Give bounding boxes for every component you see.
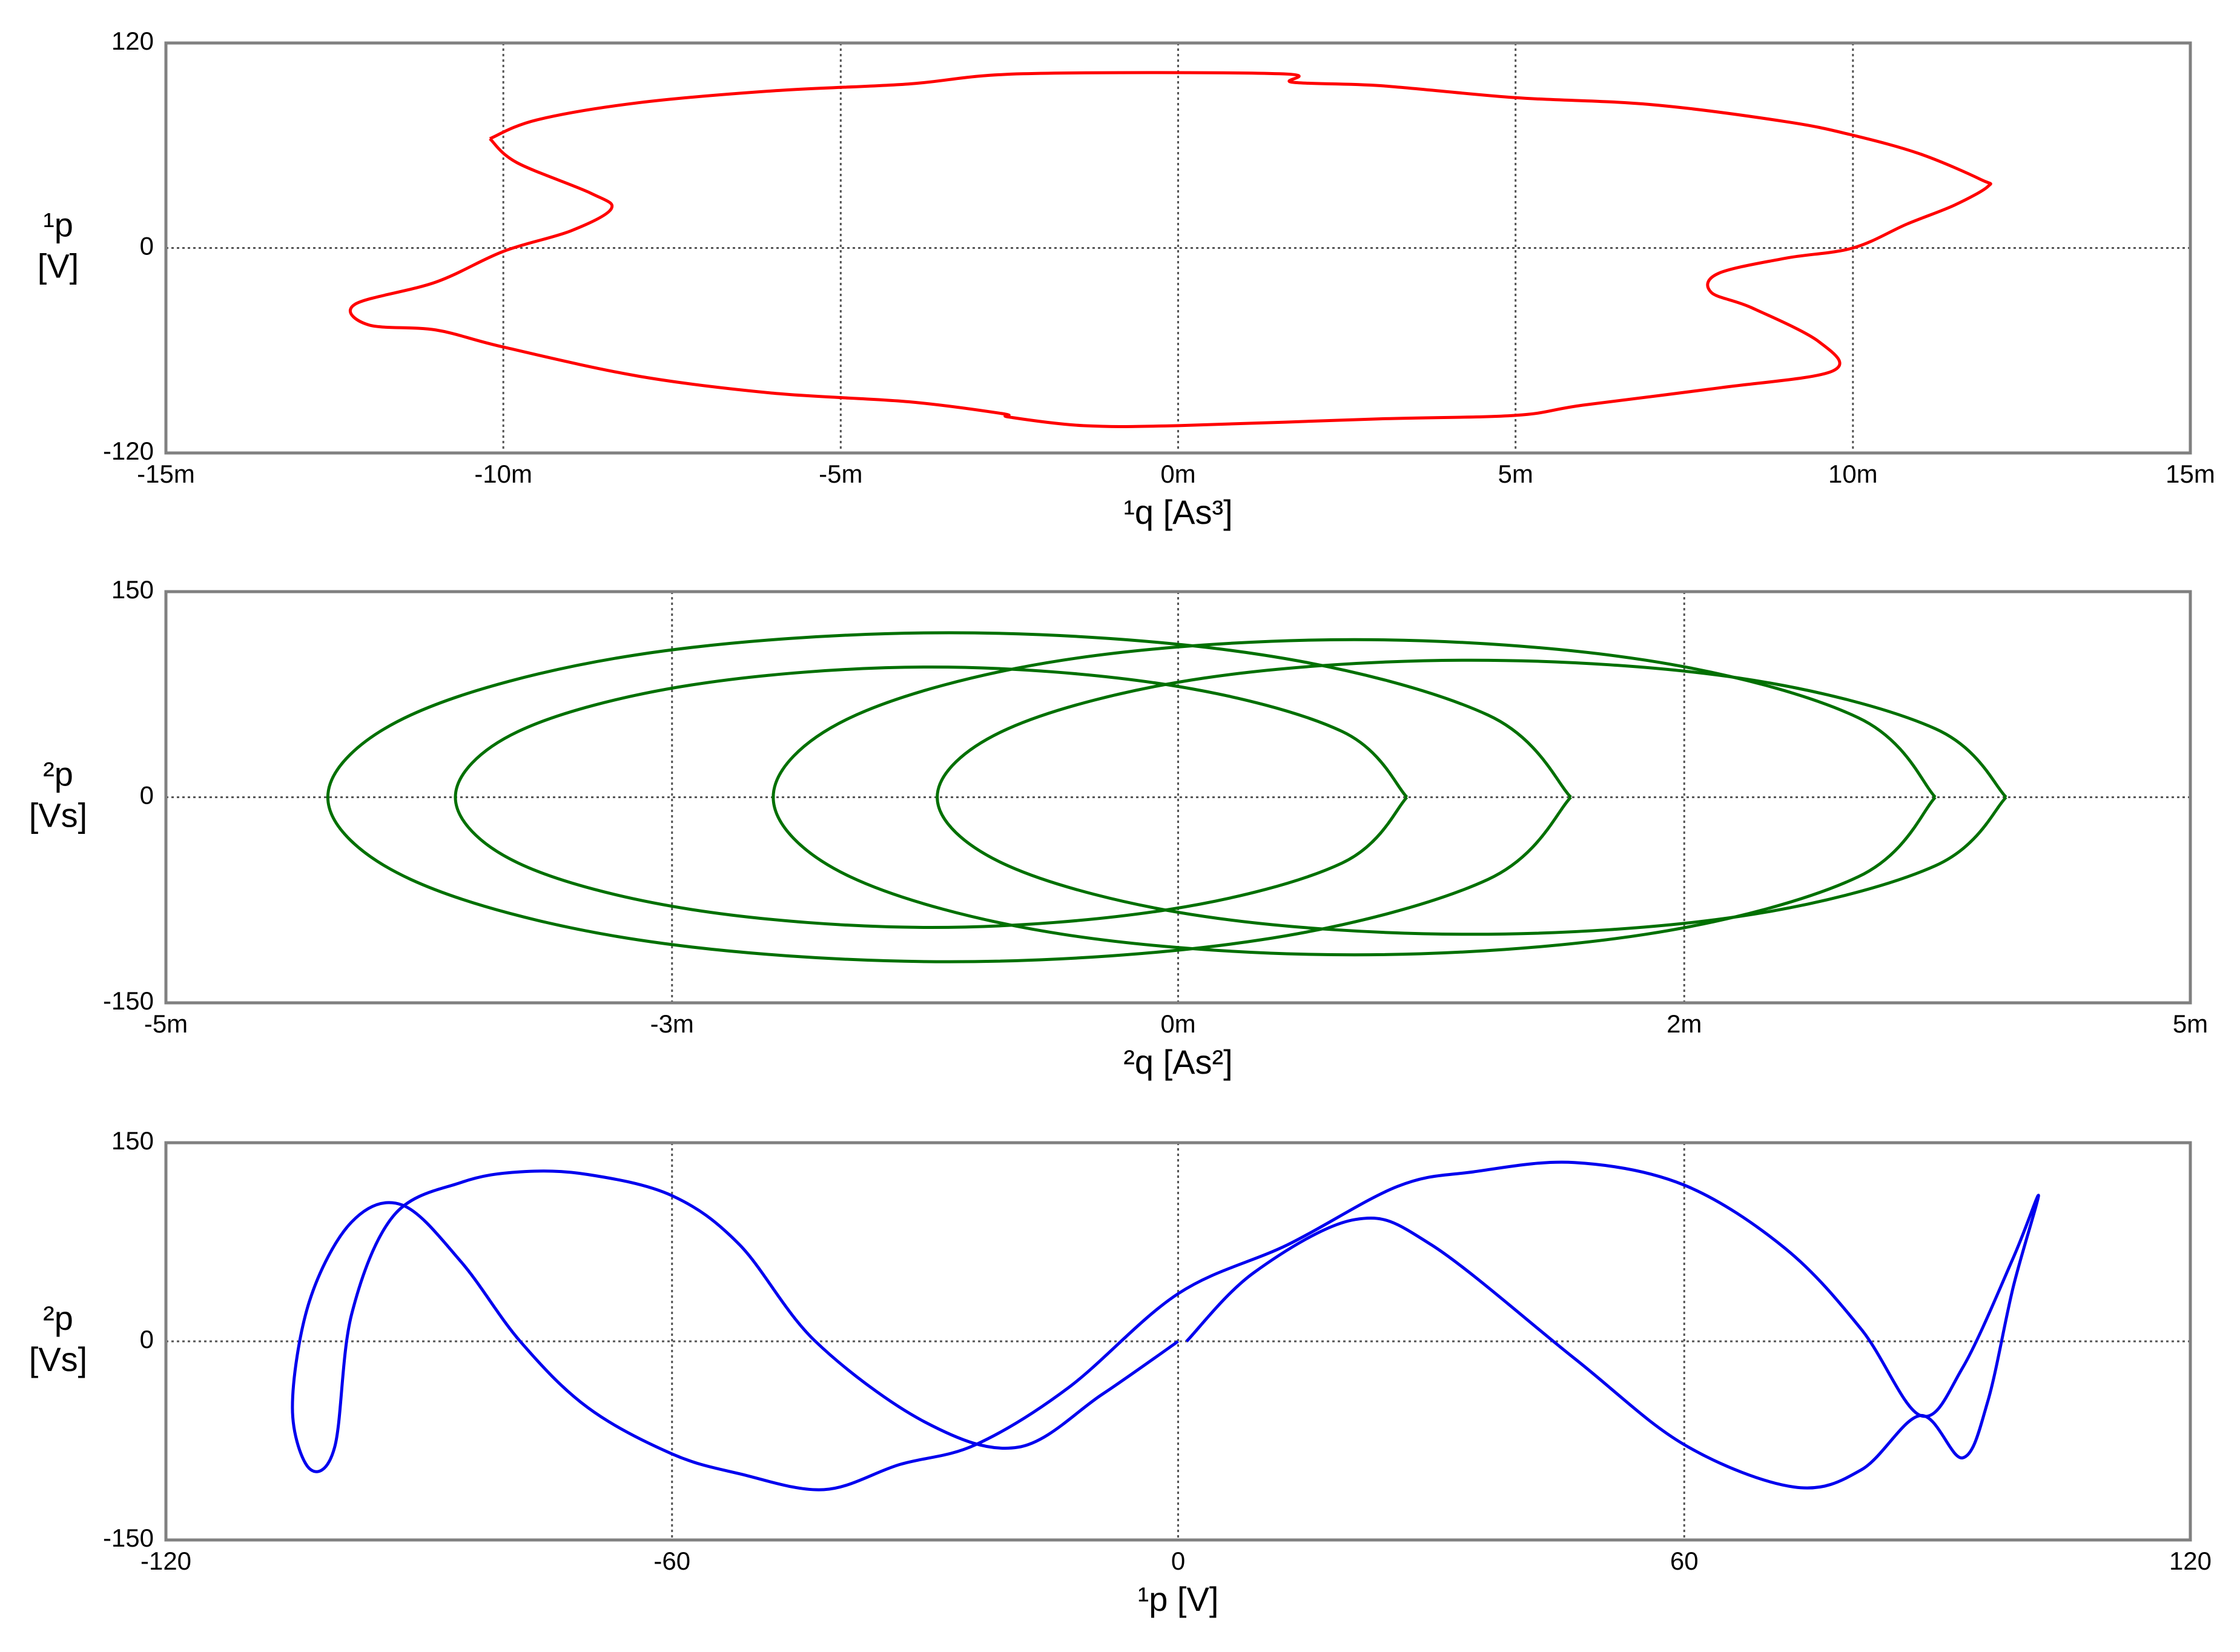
chart: -120 -60 0 60 120 -150 0 150 ¹p [V] ²p[Vs] (29, 1126, 2212, 1618)
y-tick-label: -150 (103, 1524, 154, 1552)
y-tick-label: 120 (111, 27, 154, 55)
y-tick-label: 0 (140, 1325, 154, 1353)
chart: -5m -3m 0m 2m 5m -150 0 150 ²q [As²] ²p[Vs] (29, 575, 2208, 1081)
y-tick-label: 0 (140, 232, 154, 260)
plot-frame (164, 41, 2192, 455)
y-tick-label: 150 (111, 575, 154, 604)
data-line (326, 631, 1572, 963)
x-tick-label: -5m (144, 1009, 188, 1038)
x-tick-label: 60 (1670, 1547, 1699, 1575)
x-tick-label: 5m (2173, 1009, 2208, 1038)
data-line (291, 1160, 2040, 1492)
x-tick-label: 15m (2166, 460, 2215, 488)
y-axis-title: ²p (43, 1299, 73, 1337)
x-tick-label: -10m (474, 460, 532, 488)
data-line (349, 71, 1992, 428)
x-axis-title: ¹p [V] (1138, 1580, 1219, 1618)
y-axis-title: [Vs] (29, 1340, 87, 1378)
x-tick-label: 10m (1828, 460, 1878, 488)
x-tick-label: -5m (819, 460, 862, 488)
x-tick-label: -15m (137, 460, 195, 488)
x-tick-label: -60 (653, 1547, 690, 1575)
y-axis-title: [Vs] (29, 796, 87, 834)
y-tick-label: -150 (103, 986, 154, 1015)
data-line (936, 658, 2007, 936)
x-tick-label: -120 (140, 1547, 191, 1575)
x-axis-title: ¹q [As³] (1123, 493, 1232, 531)
y-axis-title: [V] (38, 246, 79, 285)
y-tick-label: 0 (140, 781, 154, 810)
plot-frame (164, 1141, 2192, 1542)
x-tick-label: 2m (1667, 1009, 1702, 1038)
y-tick-label: -120 (103, 437, 154, 465)
chart: -15m -10m -5m 0m 5m 10m 15m -120 0 120 ¹q [As³] ¹p[… (38, 27, 2215, 531)
plot-frame (164, 590, 2192, 1005)
y-axis-title: ²p (43, 755, 73, 793)
y-axis-title: ¹p (43, 205, 73, 243)
data-line (771, 638, 1937, 957)
x-tick-label: -3m (650, 1009, 694, 1038)
data-line (454, 666, 1409, 929)
x-tick-label: 0m (1160, 1009, 1195, 1038)
y-tick-label: 150 (111, 1126, 154, 1155)
x-tick-label: 0m (1160, 460, 1195, 488)
x-tick-label: 120 (2169, 1547, 2212, 1575)
x-axis-title: ²q [As²] (1123, 1043, 1232, 1081)
x-tick-label: 5m (1498, 460, 1533, 488)
x-tick-label: 0 (1171, 1547, 1185, 1575)
